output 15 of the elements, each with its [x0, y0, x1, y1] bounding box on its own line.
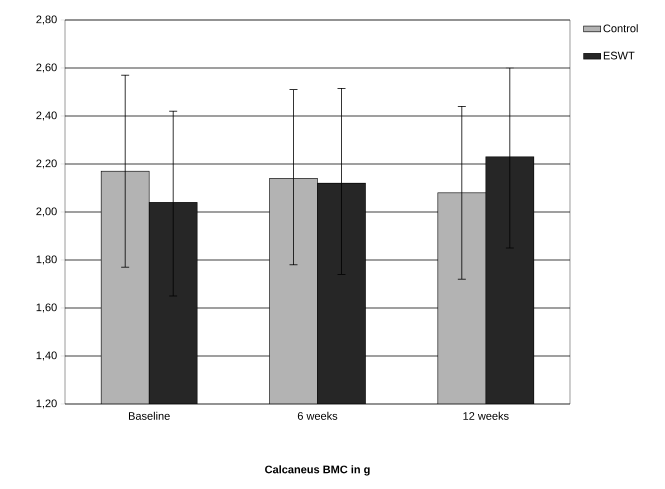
y-tick-label: 1,20 — [36, 399, 57, 409]
y-tick-label: 2,40 — [36, 111, 57, 121]
y-tick-label: 2,60 — [36, 63, 57, 73]
x-tick-label: Baseline — [128, 412, 170, 420]
y-tick-label: 2,20 — [36, 159, 57, 169]
y-tick-label: 1,40 — [36, 351, 57, 361]
legend-label: Control — [604, 24, 638, 32]
y-tick-label: 1,60 — [36, 303, 57, 313]
y-tick-label: 2,80 — [36, 15, 57, 25]
y-tick-label: 1,80 — [36, 255, 57, 265]
legend-label: ESWT — [604, 52, 634, 60]
x-tick-label: 12 weeks — [463, 412, 509, 420]
y-tick-label: 2,00 — [36, 207, 57, 217]
x-tick-label: 6 weeks — [298, 412, 338, 420]
x-axis-title: Calcaneus BMC in g — [265, 465, 370, 476]
